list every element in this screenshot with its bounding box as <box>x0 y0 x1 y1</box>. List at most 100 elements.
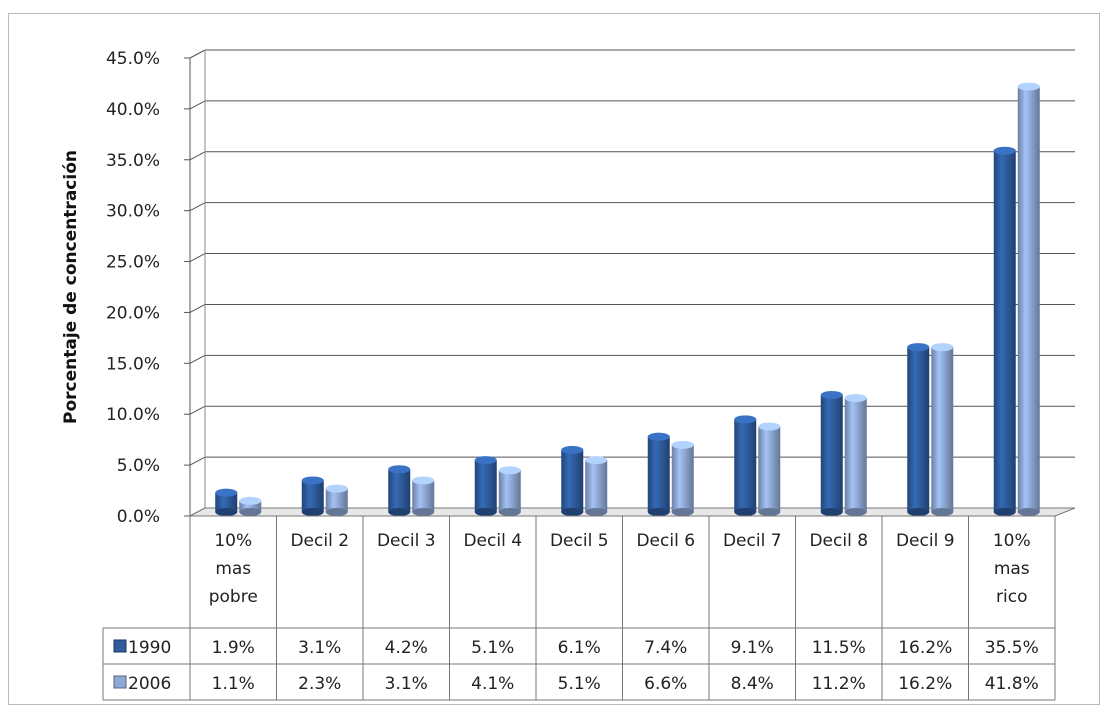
side-gridline <box>189 202 206 212</box>
bar-body <box>758 426 781 512</box>
bar-top <box>647 432 670 441</box>
legend-series-name: 2006 <box>128 674 171 694</box>
category-label: 10% mas pobre <box>209 531 258 607</box>
bar-2006-5 <box>671 440 694 516</box>
legend-series-name: 1990 <box>128 638 171 658</box>
bar-base <box>412 508 435 516</box>
table-value: 3.1% <box>298 638 341 658</box>
y-tick-label: 15.0% <box>106 354 160 374</box>
data-table: 10% mas pobre Decil 2 Decil 3 Decil 4 Decil 5 D… <box>102 515 1056 701</box>
bar-body <box>585 460 608 512</box>
bar-body <box>474 460 497 512</box>
table-value: 1.1% <box>212 674 255 694</box>
bar-body <box>931 347 954 512</box>
y-tick-label: 5.0% <box>117 456 160 476</box>
category-label: Decil 4 <box>463 531 522 551</box>
table-value: 1.9% <box>212 638 255 658</box>
table-value: 9.1% <box>731 638 774 658</box>
bar-2006-2 <box>412 476 435 516</box>
bar-body <box>561 449 584 512</box>
bar-body <box>647 436 670 512</box>
bar-body <box>820 394 843 512</box>
table-value: 35.5% <box>985 638 1039 658</box>
bar-top <box>734 415 757 424</box>
table-value: 5.1% <box>558 674 601 694</box>
table-value: 41.8% <box>985 674 1039 694</box>
bar-base <box>561 508 584 516</box>
side-gridline <box>189 49 206 59</box>
table-value: 6.6% <box>644 674 687 694</box>
bar-base <box>734 508 757 516</box>
bar-1990-5 <box>647 432 670 516</box>
bar-1990-6 <box>734 415 757 516</box>
legend-swatch <box>113 675 127 689</box>
bar-base <box>647 508 670 516</box>
side-gridline <box>189 456 206 466</box>
category-label: Decil 7 <box>723 531 782 551</box>
bar-base <box>758 508 781 516</box>
bar-body <box>412 480 435 512</box>
table-value: 5.1% <box>471 638 514 658</box>
bar-2006-1 <box>325 484 348 516</box>
table-value: 4.2% <box>385 638 428 658</box>
table-value: 16.2% <box>898 674 952 694</box>
bar-top <box>820 390 843 399</box>
bar-top <box>561 445 584 454</box>
y-tick-label: 35.0% <box>106 151 160 171</box>
table-value: 4.1% <box>471 674 514 694</box>
category-label: 10% mas rico <box>993 531 1031 607</box>
table-value: 16.2% <box>898 638 952 658</box>
bar-body <box>215 492 238 512</box>
bar-body <box>844 398 867 512</box>
y-tick-label: 20.0% <box>106 303 160 323</box>
table-value: 11.2% <box>812 674 866 694</box>
bar-top <box>585 456 608 465</box>
bar-2006-9 <box>1017 82 1040 516</box>
bar-base <box>993 508 1016 516</box>
bar-2006-4 <box>585 456 608 516</box>
table-value: 6.1% <box>558 638 601 658</box>
bar-1990-2 <box>388 465 411 516</box>
bar-body <box>388 469 411 512</box>
bar-1990-1 <box>301 476 324 516</box>
bar-top <box>758 422 781 431</box>
bar-base <box>301 508 324 516</box>
side-gridline <box>189 405 206 415</box>
bar-top <box>844 394 867 403</box>
table-value: 8.4% <box>731 674 774 694</box>
y-tick-label: 0.0% <box>117 507 160 527</box>
bar-base <box>844 508 867 516</box>
bar-1990-9 <box>993 146 1016 516</box>
bar-1990-3 <box>474 456 497 516</box>
side-gridline <box>189 151 206 161</box>
category-label: Decil 3 <box>377 531 436 551</box>
bars <box>215 82 1040 516</box>
bar-2006-3 <box>498 466 521 516</box>
bar-base <box>498 508 521 516</box>
bar-top <box>325 484 348 493</box>
bar-top <box>412 476 435 485</box>
bar-1990-8 <box>907 343 930 516</box>
bar-top <box>1017 82 1040 91</box>
bar-top <box>474 456 497 465</box>
bar-2006-0 <box>239 496 262 516</box>
bar-1990-0 <box>215 488 238 516</box>
bar-top <box>907 343 930 352</box>
bar-top <box>215 488 238 497</box>
y-tick-label: 40.0% <box>106 100 160 120</box>
bar-1990-4 <box>561 445 584 516</box>
y-tick-label: 45.0% <box>106 49 160 69</box>
bar-base <box>215 508 238 516</box>
y-tick-label: 25.0% <box>106 253 160 273</box>
bar-base <box>388 508 411 516</box>
bar-body <box>907 347 930 512</box>
bar-2006-6 <box>758 422 781 516</box>
bar-top <box>993 146 1016 155</box>
bar-body <box>325 488 348 512</box>
bar-2006-7 <box>844 394 867 516</box>
bar-top <box>239 496 262 505</box>
bar-base <box>1017 508 1040 516</box>
side-gridline <box>189 304 206 313</box>
bar-base <box>585 508 608 516</box>
